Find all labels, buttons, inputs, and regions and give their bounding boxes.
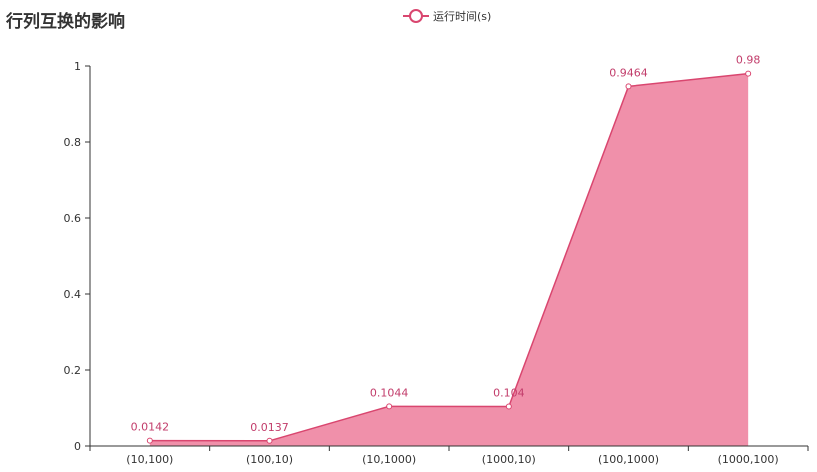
data-label: 0.9464 bbox=[609, 66, 648, 79]
data-point bbox=[266, 437, 273, 444]
legend-circle-marker bbox=[409, 9, 423, 23]
chart-title: 行列互换的影响 bbox=[6, 12, 125, 32]
legend-label: 运行时间(s) bbox=[433, 10, 491, 23]
y-tick-label: 0 bbox=[74, 440, 81, 453]
legend[interactable]: 运行时间(s) bbox=[403, 9, 491, 23]
series-line bbox=[149, 72, 749, 442]
data-point bbox=[505, 403, 512, 410]
data-label: 0.98 bbox=[736, 54, 761, 67]
data-point bbox=[146, 437, 153, 444]
x-tick-label: (1000,10) bbox=[482, 453, 536, 466]
x-tick-label: (100,10) bbox=[246, 453, 293, 466]
data-point bbox=[625, 83, 632, 90]
x-tick-label: (10,1000) bbox=[362, 453, 416, 466]
data-label: 0.0142 bbox=[131, 421, 170, 434]
area-fill bbox=[149, 73, 749, 446]
data-label: 0.1044 bbox=[370, 386, 409, 399]
data-point bbox=[386, 403, 393, 410]
y-tick-label: 0.2 bbox=[64, 364, 82, 377]
x-tick-label: (1000,100) bbox=[718, 453, 779, 466]
data-label: 0.104 bbox=[493, 386, 525, 399]
data-point bbox=[745, 70, 752, 77]
x-tick-label: (100,1000) bbox=[598, 453, 659, 466]
y-tick-label: 0.4 bbox=[64, 288, 82, 301]
x-tick-label: (10,100) bbox=[126, 453, 173, 466]
y-tick-label: 0.6 bbox=[64, 212, 82, 225]
data-label: 0.0137 bbox=[250, 421, 289, 434]
y-tick-label: 0.8 bbox=[64, 136, 82, 149]
y-tick-label: 1 bbox=[74, 60, 81, 73]
